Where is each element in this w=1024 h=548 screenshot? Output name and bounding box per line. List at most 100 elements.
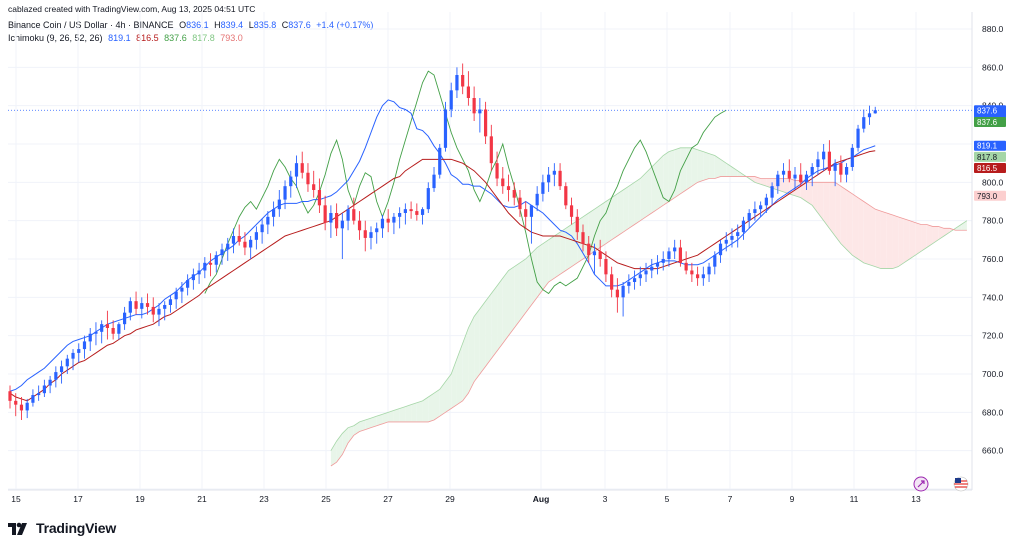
candle-up — [701, 274, 705, 279]
cloud-bear-segment — [932, 226, 939, 244]
candlestick-series — [8, 63, 877, 420]
lead-span-2-line — [330, 176, 967, 467]
cloud-bear-segment — [806, 182, 813, 206]
x-tick-label: 15 — [11, 494, 21, 504]
x-tick-label: 23 — [259, 494, 269, 504]
candle-up — [547, 174, 551, 183]
cloud-bear-segment — [892, 214, 899, 269]
candle-down — [323, 205, 327, 223]
candle-up — [718, 243, 723, 256]
cloud-bear-segment — [943, 228, 950, 236]
x-tick-label: 29 — [445, 494, 455, 504]
candle-up — [266, 216, 270, 225]
cloud-bear-segment — [858, 197, 864, 263]
us-flag-icon[interactable] — [953, 476, 969, 492]
cloud-bull-segment — [411, 402, 417, 422]
candle-up — [31, 395, 35, 403]
candle-down — [495, 163, 499, 179]
cloud-bull-segment — [393, 408, 400, 422]
symbol-title[interactable]: Binance Coin / US Dollar · 4h · BINANCE — [8, 20, 174, 30]
candle-up — [781, 170, 786, 175]
candle-down — [386, 218, 390, 223]
candle-down — [19, 404, 24, 411]
candle-down — [575, 216, 579, 233]
cloud-bear-segment — [823, 182, 830, 229]
candle-up — [77, 349, 81, 353]
cloud-bull-segment — [445, 374, 452, 413]
candle-down — [787, 170, 791, 179]
candle-down — [105, 324, 110, 328]
x-tick-label: 27 — [383, 494, 393, 504]
cloud-bull-segment — [600, 201, 606, 248]
candle-up — [730, 236, 734, 240]
candle-up — [71, 352, 75, 359]
cloud-bear-segment — [846, 190, 853, 256]
candle-down — [696, 274, 700, 279]
price-tag-value: 837.6 — [977, 118, 998, 127]
indicator-title[interactable]: Ichimoku (9, 26, 52, 26) — [8, 33, 103, 43]
candle-down — [587, 243, 591, 256]
candle-up — [180, 287, 184, 292]
candle-down — [610, 274, 614, 290]
candle-up — [420, 209, 425, 215]
cloud-bull-segment — [428, 393, 435, 422]
cloud-bull-segment — [651, 161, 658, 213]
tradingview-logo[interactable]: TradingView — [8, 520, 116, 536]
candle-down — [678, 247, 683, 263]
candle-down — [335, 213, 339, 229]
candle-up — [157, 308, 161, 315]
cloud-bull-segment — [560, 228, 566, 275]
cloud-bull-segment — [628, 182, 635, 229]
candle-up — [37, 393, 41, 396]
x-tick-label: 7 — [728, 494, 733, 504]
ohlc-h: H839.4 — [214, 20, 244, 30]
candle-down — [300, 163, 304, 173]
candle-up — [140, 303, 144, 309]
candle-up — [203, 262, 207, 271]
candle-up — [535, 193, 539, 206]
price-tag — [974, 140, 1006, 151]
bottom-icons[interactable] — [913, 476, 969, 492]
cloud-bull-segment — [611, 193, 618, 240]
cloud-bear-segment — [880, 211, 887, 269]
candle-down — [506, 186, 511, 190]
cloud-bull-segment — [554, 232, 561, 279]
cloud-bull-segment — [697, 149, 704, 183]
cloud-bull-segment — [365, 418, 371, 430]
candle-down — [208, 262, 213, 265]
candle-down — [363, 230, 367, 238]
candle-up — [673, 247, 677, 252]
candle-up — [736, 232, 740, 236]
candle-up — [174, 291, 178, 300]
candle-up — [650, 266, 654, 271]
price-tag — [974, 190, 1006, 201]
candle-up — [82, 341, 87, 350]
cloud-bull-segment — [502, 270, 509, 344]
candle-up — [392, 216, 396, 223]
cloud-bull-segment — [680, 147, 687, 194]
price-tag — [974, 151, 1006, 162]
cloud-bear-segment — [875, 209, 881, 269]
candle-up — [340, 220, 344, 229]
candle-up — [804, 174, 809, 183]
x-tick-label: 17 — [73, 494, 83, 504]
candle-down — [598, 251, 602, 259]
replay-icon[interactable] — [913, 476, 929, 492]
y-tick-label: 800.0 — [982, 177, 1004, 187]
candle-down — [558, 170, 562, 187]
candle-up — [873, 110, 877, 114]
candle-down — [111, 328, 115, 334]
cloud-bull-segment — [668, 149, 675, 202]
y-tick-label: 760.0 — [982, 254, 1004, 264]
cloud-bull-segment — [542, 239, 549, 290]
candle-down — [604, 259, 608, 275]
candle-up — [707, 266, 711, 275]
cloud-bull-segment — [376, 414, 383, 426]
x-tick-label: 3 — [603, 494, 608, 504]
cloud-bull-segment — [640, 172, 647, 221]
candle-up — [844, 167, 849, 175]
candle-down — [317, 190, 322, 206]
ind-base-value: 816.5 — [136, 33, 159, 43]
candle-up — [271, 209, 276, 217]
